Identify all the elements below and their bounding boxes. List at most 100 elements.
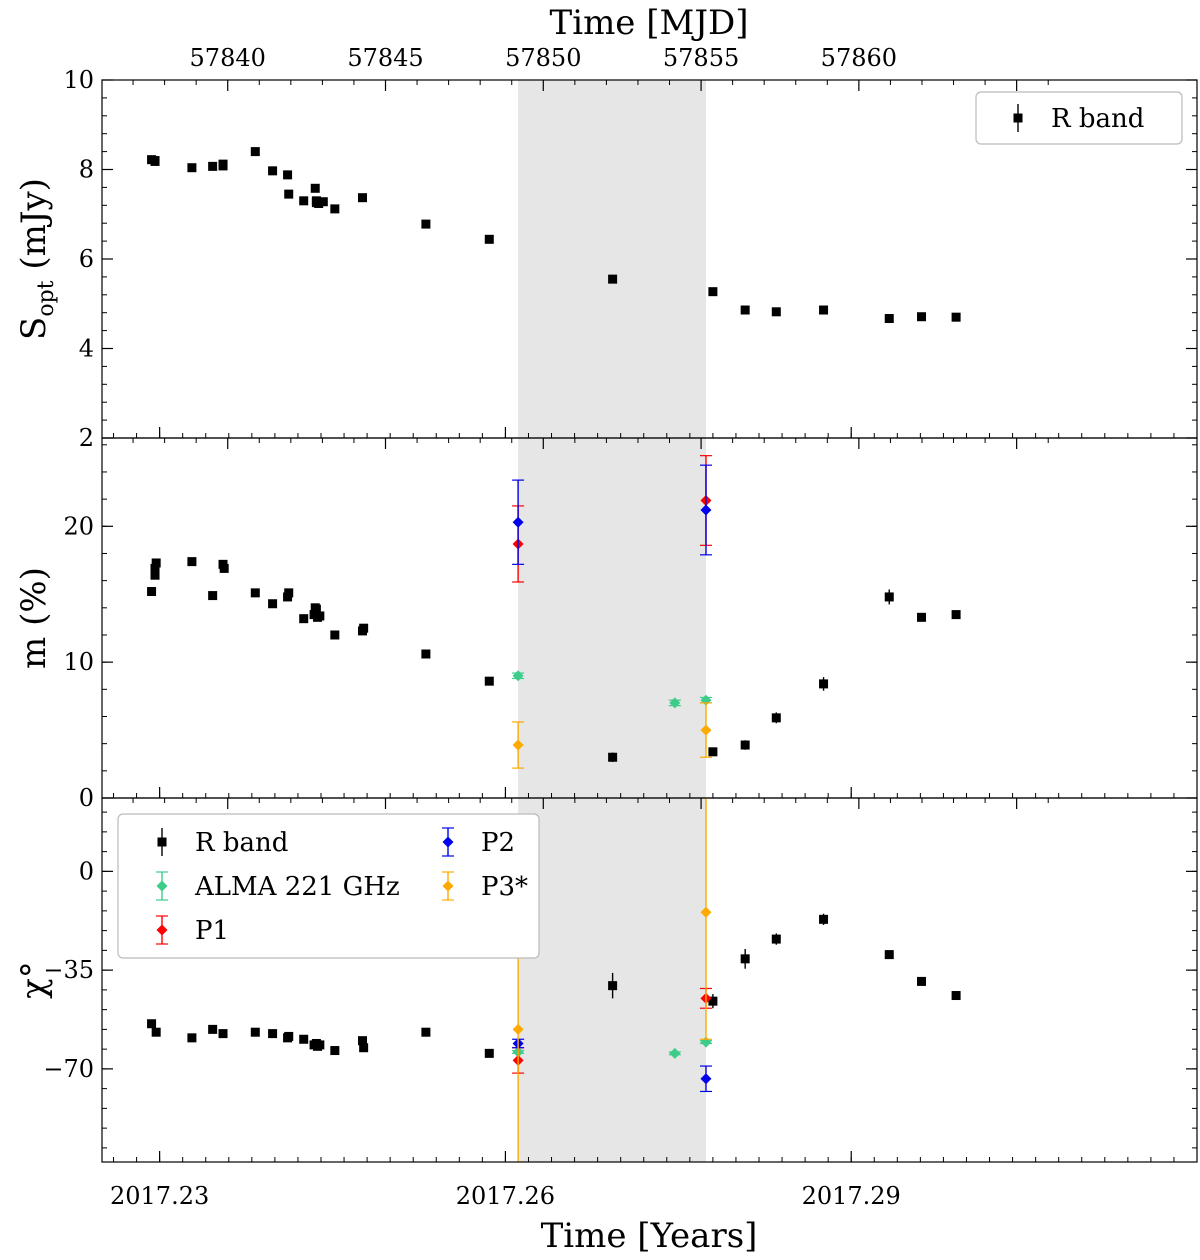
legend-frame — [117, 813, 540, 959]
point-r-band — [208, 161, 218, 171]
point-r-band — [150, 156, 160, 166]
point-r-band — [357, 1036, 367, 1046]
point-r-band — [208, 591, 218, 601]
y-tick-label: −35 — [43, 956, 94, 984]
point-r-band — [484, 1048, 494, 1058]
point-r-band — [884, 950, 894, 960]
point-r-band — [250, 1027, 260, 1037]
point-r-band — [284, 1031, 294, 1041]
point-r-band — [150, 570, 160, 580]
panel-flux-ylabel: Sopt (mJy) — [14, 178, 59, 340]
series-r-band-flux — [150, 156, 321, 208]
panel-evpa-frame — [101, 797, 1198, 1163]
panel-evpa-plot-area — [147, 798, 961, 1162]
mjd-tick-label: 57840 — [190, 44, 266, 72]
point-r-band — [740, 954, 750, 964]
point-r-band — [819, 679, 829, 689]
point-r-band — [884, 314, 894, 324]
y-tick-label: 2 — [79, 424, 94, 452]
point-r-band — [421, 219, 431, 229]
point-r-band — [299, 196, 309, 206]
point-r-band — [147, 1019, 157, 1029]
point-r-band — [484, 676, 494, 686]
y-tick-label: 4 — [79, 335, 94, 363]
point-r-band — [315, 1040, 325, 1050]
point-r-band — [311, 604, 321, 614]
point-r-band — [359, 1043, 369, 1053]
mjd-tick-label: 57845 — [347, 44, 423, 72]
x-tick-label: 2017.29 — [802, 1182, 901, 1210]
x-axis-label: Time [Years] — [541, 1216, 758, 1256]
point-r-band — [250, 147, 260, 157]
point-r-band — [218, 1029, 228, 1039]
point-r-band — [283, 170, 293, 180]
shaded-interval — [518, 80, 706, 1162]
point-p2 — [512, 516, 524, 528]
point-r-band — [917, 612, 927, 622]
point-alma-221-ghz — [512, 670, 524, 682]
point-r-band — [771, 307, 781, 317]
point-r-band — [310, 183, 320, 193]
point-r-band — [917, 312, 927, 322]
point-r-band — [187, 1033, 197, 1043]
point-r-band — [315, 611, 325, 621]
panel-flux-plot-area — [147, 147, 961, 324]
point-r-band — [740, 740, 750, 750]
point-r-band — [299, 1034, 309, 1044]
point-r-band — [268, 1029, 278, 1039]
mjd-tick-label: 57850 — [505, 44, 581, 72]
point-r-band — [187, 557, 197, 567]
point-r-band — [884, 592, 894, 602]
y-tick-label: 20 — [63, 512, 94, 540]
legend-frame — [975, 91, 1183, 145]
point-r-band — [608, 752, 618, 762]
legend-marker-p2 — [442, 836, 454, 848]
legend-label-p2: P2 — [481, 828, 515, 858]
panel-evpa-ylabel: χ° — [14, 961, 54, 999]
point-p2 — [700, 1073, 712, 1085]
point-r-band — [284, 189, 294, 199]
point-r-band — [268, 599, 278, 609]
series-p2-pol — [512, 464, 712, 565]
y-tick-label: 8 — [79, 156, 94, 184]
point-r-band — [219, 563, 229, 573]
point-r-band — [951, 312, 961, 322]
panel-pol-plot-area — [147, 455, 961, 769]
point-r-band — [299, 614, 309, 624]
point-r-band — [917, 976, 927, 986]
point-r-band — [608, 274, 618, 284]
point-r-band — [708, 287, 718, 297]
series-r-band-evpa — [147, 913, 961, 1058]
legend-label-r-band: R band — [195, 828, 288, 858]
legend-marker-r-band — [1013, 113, 1023, 123]
point-r-band — [147, 587, 157, 597]
point-r-band — [268, 166, 278, 176]
point-r-band — [708, 747, 718, 757]
y-tick-label: 10 — [63, 648, 94, 676]
legend-evpa: R band ALMA 221 GHz P1 P2 P3* — [117, 813, 540, 959]
point-r-band — [250, 588, 260, 598]
series-p3-pol — [512, 702, 712, 769]
point-r-band — [218, 161, 228, 171]
point-r-band — [740, 305, 750, 315]
mjd-tick-label: 57860 — [821, 44, 897, 72]
point-r-band — [951, 991, 961, 1001]
point-p2 — [700, 504, 712, 516]
legend-marker-r-band — [157, 837, 167, 847]
point-r-band — [359, 623, 369, 633]
x-tick-label: 2017.26 — [456, 1182, 555, 1210]
point-r-band — [771, 934, 781, 944]
legend-label-p1: P1 — [195, 916, 229, 946]
point-r-band — [421, 1027, 431, 1037]
y-tick-label: 10 — [63, 66, 94, 94]
legend-marker-alma-221-ghz — [156, 880, 168, 892]
y-tick-label: −70 — [43, 1055, 94, 1083]
legend-marker-p3 — [442, 880, 454, 892]
point-r-band — [357, 193, 367, 203]
legend-label-p3: P3* — [481, 872, 528, 902]
point-p3 — [512, 1023, 524, 1035]
point-r-band — [608, 981, 618, 991]
point-alma-221-ghz — [669, 697, 681, 709]
point-r-band — [208, 1024, 218, 1034]
